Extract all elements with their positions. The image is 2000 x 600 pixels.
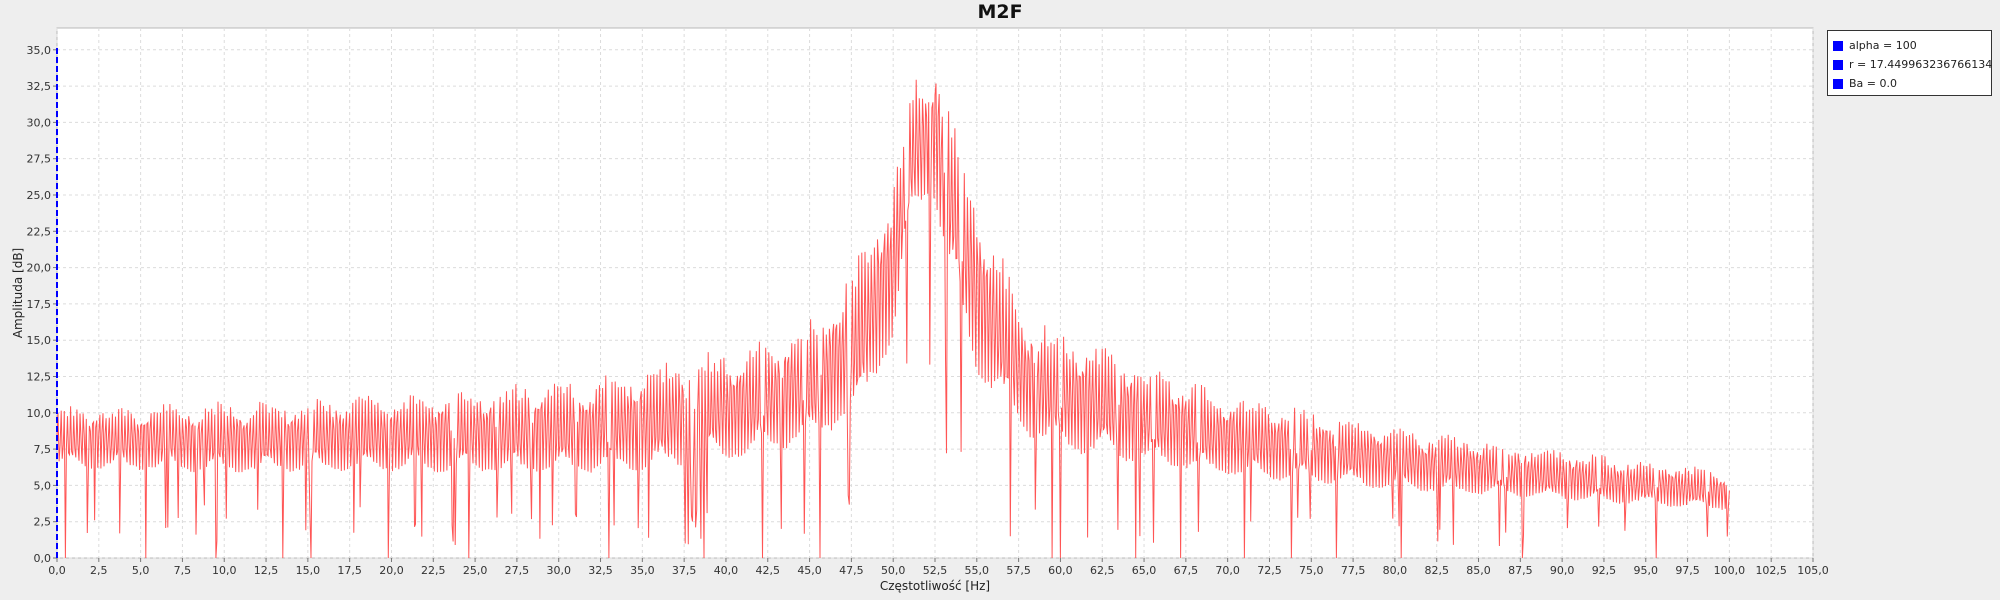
y-tick-label: 5,0 <box>34 479 52 492</box>
y-tick-label: 27,5 <box>27 153 52 166</box>
series-line <box>56 79 1730 559</box>
x-tick-label: 47,5 <box>839 564 864 577</box>
x-tick-label: 22,5 <box>421 564 446 577</box>
x-tick-label: 50,0 <box>881 564 906 577</box>
x-tick-label: 77,5 <box>1341 564 1366 577</box>
legend-item-ba: Ba = 0.0 <box>1833 74 1991 93</box>
x-tick-label: 0,0 <box>48 564 66 577</box>
x-tick-label: 7,5 <box>174 564 192 577</box>
y-tick-label: 17,5 <box>27 298 52 311</box>
x-tick-label: 87,5 <box>1508 564 1533 577</box>
x-tick-label: 95,0 <box>1634 564 1659 577</box>
y-tick-label: 20,0 <box>27 262 52 275</box>
x-tick-label: 102,5 <box>1755 564 1787 577</box>
x-tick-label: 37,5 <box>672 564 697 577</box>
y-tick-label: 0,0 <box>34 552 52 565</box>
series-group <box>56 48 1730 559</box>
legend-swatch-icon <box>1833 59 1843 70</box>
x-tick-label: 35,0 <box>630 564 655 577</box>
x-tick-label: 42,5 <box>756 564 781 577</box>
legend-item-r: r = 17.449963236766134 <box>1833 55 1993 74</box>
x-tick-label: 92,5 <box>1592 564 1617 577</box>
x-tick-label: 27,5 <box>505 564 530 577</box>
x-tick-label: 80,0 <box>1383 564 1408 577</box>
chart-title: M2F <box>977 1 1023 23</box>
legend-label: r = 17.449963236766134 <box>1849 58 1993 71</box>
x-tick-label: 60,0 <box>1048 564 1073 577</box>
x-tick-label: 30,0 <box>546 564 571 577</box>
x-tick-label: 15,0 <box>296 564 321 577</box>
x-axis-label: Częstotliwość [Hz] <box>880 579 990 593</box>
y-tick-label: 10,0 <box>27 407 52 420</box>
y-tick-label: 22,5 <box>27 225 52 238</box>
x-tick-label: 75,0 <box>1299 564 1324 577</box>
y-tick-label: 7,5 <box>34 443 52 456</box>
x-tick-label: 12,5 <box>254 564 279 577</box>
x-tick-label: 57,5 <box>1006 564 1031 577</box>
y-tick-label: 35,0 <box>27 44 52 57</box>
y-tick-label: 32,5 <box>27 80 52 93</box>
y-tick-label: 12,5 <box>27 370 52 383</box>
x-tick-label: 10,0 <box>212 564 237 577</box>
x-tick-label: 20,0 <box>379 564 404 577</box>
x-tick-label: 55,0 <box>965 564 990 577</box>
legend-label: Ba = 0.0 <box>1849 77 1897 90</box>
x-tick-label: 72,5 <box>1257 564 1282 577</box>
x-tick-label: 65,0 <box>1132 564 1157 577</box>
x-tick-label: 2,5 <box>90 564 108 577</box>
x-tick-label: 97,5 <box>1675 564 1700 577</box>
x-tick-label: 105,0 <box>1797 564 1829 577</box>
legend-label: alpha = 100 <box>1849 39 1917 52</box>
y-tick-label: 2,5 <box>34 516 52 529</box>
x-tick-label: 17,5 <box>337 564 362 577</box>
legend-swatch-icon <box>1833 40 1843 51</box>
x-tick-label: 85,0 <box>1466 564 1491 577</box>
legend-swatch-icon <box>1833 78 1843 89</box>
x-tick-label: 82,5 <box>1424 564 1449 577</box>
x-tick-label: 70,0 <box>1215 564 1240 577</box>
x-tick-label: 90,0 <box>1550 564 1575 577</box>
x-tick-label: 40,0 <box>714 564 739 577</box>
x-tick-label: 32,5 <box>588 564 613 577</box>
y-tick-label: 25,0 <box>27 189 52 202</box>
x-tick-label: 25,0 <box>463 564 488 577</box>
legend-item-alpha: alpha = 100 <box>1833 36 1991 55</box>
y-tick-label: 30,0 <box>27 116 52 129</box>
x-tick-label: 52,5 <box>923 564 948 577</box>
axis-ticks: 0,0 2,5 5,0 7,5 10,0 12,5 15,0 17,5 20,0 22,5 25,0… <box>27 44 1829 577</box>
legend: alpha = 100 r = 17.449963236766134 Ba = … <box>1827 30 1992 96</box>
x-tick-label: 100,0 <box>1714 564 1746 577</box>
y-axis-label: Amplituda [dB] <box>11 248 25 339</box>
y-tick-label: 15,0 <box>27 334 52 347</box>
x-tick-label: 67,5 <box>1174 564 1199 577</box>
x-tick-label: 45,0 <box>797 564 822 577</box>
x-tick-label: 5,0 <box>132 564 150 577</box>
x-tick-label: 62,5 <box>1090 564 1115 577</box>
